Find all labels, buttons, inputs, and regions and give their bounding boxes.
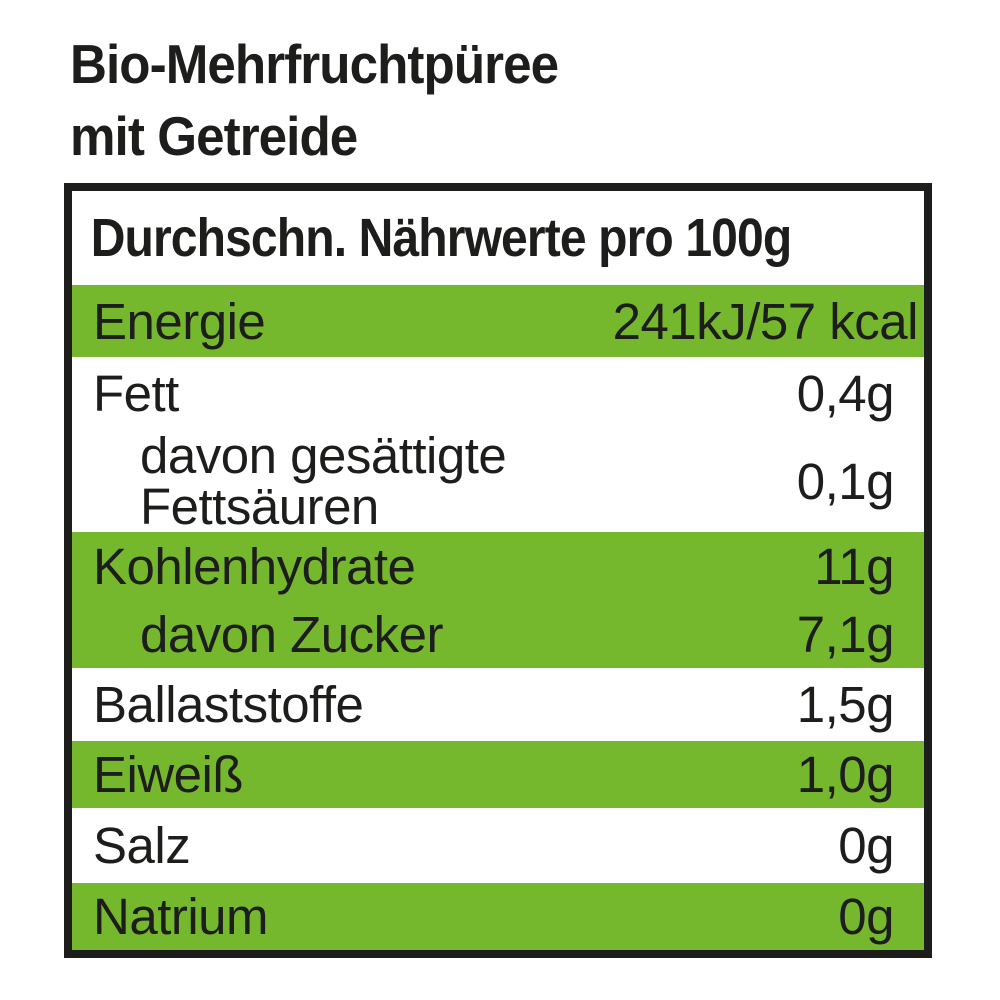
product-title: Bio-Mehrfruchtpüree mit Getreide (70, 28, 595, 172)
nutrition-label: Eiweiß (93, 746, 244, 803)
table-header-row: Durchschn. Nährwerte pro 100g (72, 191, 924, 285)
nutrition-value: 7,1g (796, 605, 895, 663)
nutrition-value: 0,1g (796, 452, 895, 510)
nutrition-label: Kohlenhydrate (93, 537, 416, 595)
table-row-ballaststoffe: Ballaststoffe 1,5g (72, 668, 924, 741)
nutrition-table: Durchschn. Nährwerte pro 100g Energie 24… (64, 183, 932, 958)
nutrition-value: 1,0g (796, 746, 895, 803)
nutrition-label: Natrium (93, 888, 269, 945)
nutrition-label: davon Zucker (140, 605, 444, 663)
nutrition-label-line1: davon gesättigte (140, 427, 507, 484)
nutrition-value: 1,5g (796, 676, 895, 733)
table-row-energie: Energie 241kJ/57 kcal (72, 285, 924, 357)
table-row-davon-zucker: davon Zucker 7,1g (72, 600, 924, 668)
product-title-line1: Bio-Mehrfruchtpüree (70, 33, 559, 95)
table-row-salz: Salz 0g (72, 808, 924, 883)
table-row-kohlenhydrate: Kohlenhydrate 11g (72, 532, 924, 600)
nutrition-value: 0g (838, 888, 894, 945)
nutrition-value: 0g (838, 817, 894, 874)
nutrition-value: 0,4g (796, 365, 895, 422)
table-row-gesaettigte-fettsaeuren: davon gesättigte Fettsäuren 0,1g (72, 430, 924, 532)
nutrition-value: 241kJ/57 kcal (612, 292, 919, 350)
table-row-fett: Fett 0,4g (72, 357, 924, 430)
table-header-title: Durchschn. Nährwerte pro 100g (90, 208, 793, 268)
product-title-line2: mit Getreide (70, 105, 358, 167)
nutrition-value: 11g (814, 537, 894, 595)
table-row-natrium: Natrium 0g (72, 883, 924, 950)
table-row-eiweiss: Eiweiß 1,0g (72, 741, 924, 808)
nutrition-label: davon gesättigte Fettsäuren (72, 427, 507, 535)
nutrition-label-line2: Fettsäuren (140, 478, 379, 535)
nutrition-label: Energie (93, 292, 266, 350)
nutrition-label: Ballaststoffe (93, 676, 364, 733)
nutrition-label: Salz (93, 817, 191, 874)
nutrition-label: Fett (93, 365, 179, 422)
